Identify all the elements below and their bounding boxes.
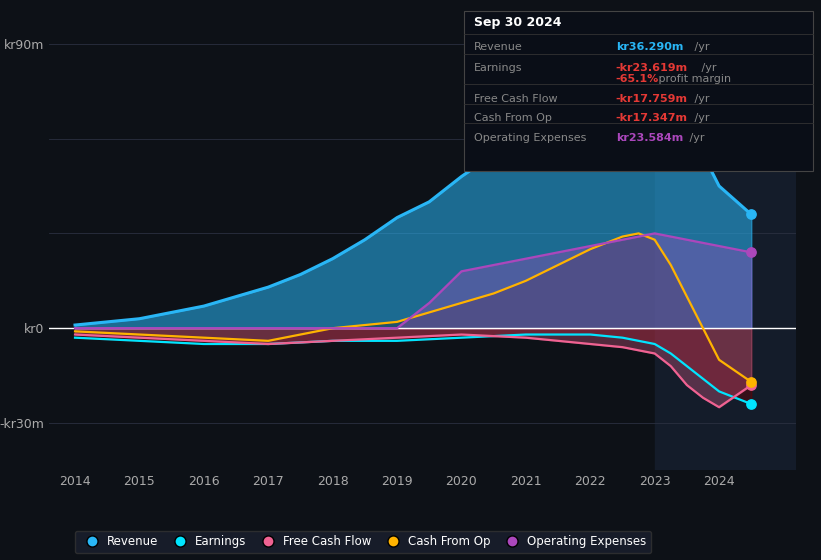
Text: /yr: /yr — [686, 133, 704, 143]
Text: -65.1%: -65.1% — [616, 74, 659, 84]
Point — [745, 210, 758, 219]
Text: /yr: /yr — [698, 63, 717, 73]
Text: -kr23.619m: -kr23.619m — [616, 63, 688, 73]
Text: /yr: /yr — [691, 94, 710, 104]
Text: kr23.584m: kr23.584m — [616, 133, 683, 143]
Text: Cash From Op: Cash From Op — [474, 113, 552, 123]
Text: Sep 30 2024: Sep 30 2024 — [474, 16, 562, 29]
Text: kr36.290m: kr36.290m — [616, 42, 683, 52]
Text: /yr: /yr — [691, 42, 710, 52]
Text: Revenue: Revenue — [474, 42, 522, 52]
Text: profit margin: profit margin — [655, 74, 732, 84]
Point — [745, 248, 758, 257]
Text: Earnings: Earnings — [474, 63, 522, 73]
Point — [745, 377, 758, 386]
Text: -kr17.347m: -kr17.347m — [616, 113, 688, 123]
Bar — [654, 28, 796, 470]
Text: -kr17.759m: -kr17.759m — [616, 94, 688, 104]
Text: /yr: /yr — [691, 113, 710, 123]
Point — [745, 399, 758, 408]
Text: Free Cash Flow: Free Cash Flow — [474, 94, 557, 104]
Legend: Revenue, Earnings, Free Cash Flow, Cash From Op, Operating Expenses: Revenue, Earnings, Free Cash Flow, Cash … — [75, 530, 651, 553]
Text: Operating Expenses: Operating Expenses — [474, 133, 586, 143]
Point — [745, 381, 758, 390]
